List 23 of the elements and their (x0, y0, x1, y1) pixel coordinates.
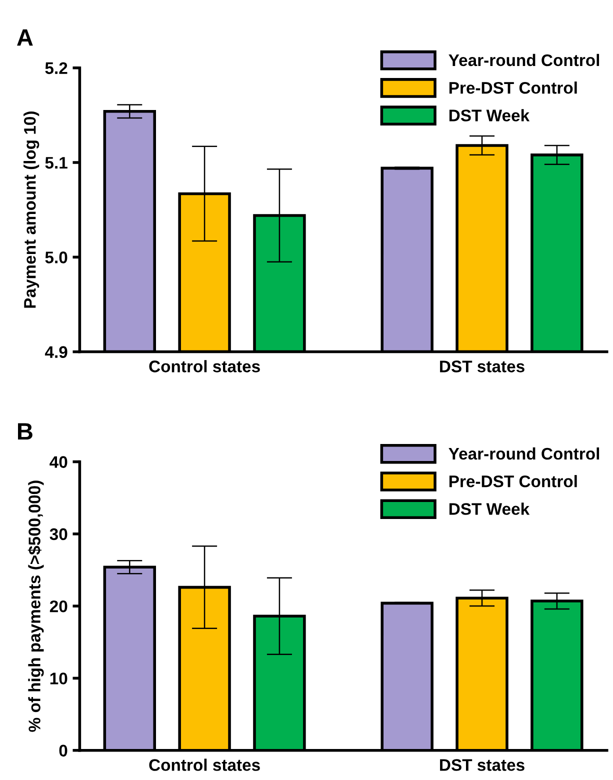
y-tick-label: 5.2 (45, 62, 68, 74)
legend-label: Year-round Control (448, 54, 600, 66)
legend-label: Year-round Control (448, 447, 600, 460)
y-tick-label: 40 (50, 456, 68, 468)
x-tick-label: DST states (440, 759, 524, 771)
y-tick-label: 30 (50, 528, 68, 540)
legend-label: DST Week (449, 109, 530, 122)
y-axis-title: Payment amount (log 10) (24, 112, 40, 308)
legend-label: Pre-DST Control (449, 82, 577, 94)
y-axis-title: % of high payments (>$500,000) (28, 480, 44, 732)
chart-title: B (18, 423, 32, 440)
x-tick-label: Control states (149, 758, 260, 771)
chart-title: A (17, 29, 33, 46)
y-tick-label: 5.1 (45, 157, 68, 169)
legend-label: Pre-DST Control (449, 475, 577, 488)
x-tick-label: Control states (149, 360, 260, 372)
y-tick-label: 10 (50, 672, 68, 684)
y-tick-label: 5.0 (45, 252, 68, 264)
y-tick-label: 0 (59, 744, 68, 757)
x-tick-label: DST states (440, 360, 524, 372)
y-tick-label: 4.9 (44, 346, 68, 358)
y-tick-label: 20 (50, 600, 68, 612)
legend-label: DST Week (449, 502, 530, 515)
